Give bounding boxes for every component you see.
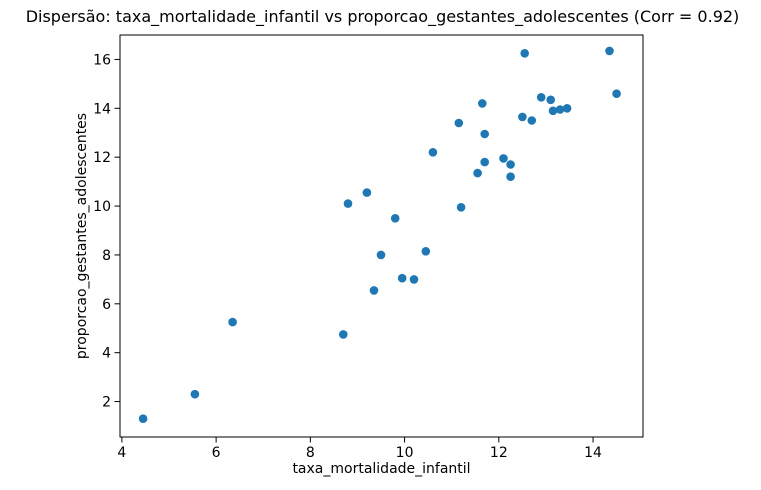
data-point: [548, 106, 558, 116]
data-point: [518, 112, 527, 122]
data-point: [343, 199, 353, 208]
x-tick-label: 6: [212, 445, 221, 461]
axes-box: [119, 34, 644, 438]
data-point: [138, 414, 148, 424]
data-point: [228, 317, 237, 327]
data-point: [612, 89, 621, 98]
data-point: [478, 99, 487, 108]
x-tick-label: 12: [490, 445, 508, 461]
y-tick-label: 2: [102, 395, 111, 411]
data-point: [480, 129, 490, 139]
data-point: [390, 214, 400, 223]
x-tick-label: 8: [306, 445, 315, 461]
data-point: [428, 148, 438, 157]
data-point: [480, 157, 490, 167]
data-point: [605, 46, 614, 56]
x-tick-label: 14: [584, 445, 602, 461]
data-point: [456, 203, 466, 212]
data-point: [562, 104, 572, 113]
data-point: [555, 105, 565, 114]
data-point: [536, 93, 546, 102]
data-point: [506, 172, 515, 181]
y-tick-label: 10: [93, 199, 111, 215]
y-tick-label: 14: [93, 101, 111, 117]
x-axis-label: taxa_mortalidade_infantil: [292, 461, 471, 477]
data-point: [339, 330, 348, 339]
x-tick-label: 10: [396, 445, 414, 461]
data-point: [454, 118, 464, 128]
y-tick-label: 4: [102, 346, 111, 362]
data-point: [409, 275, 419, 284]
data-point: [499, 154, 508, 163]
data-point: [190, 389, 200, 399]
y-tick-label: 12: [93, 150, 111, 166]
data-point: [376, 250, 386, 260]
data-point: [546, 95, 555, 105]
data-point: [397, 273, 407, 283]
data-point: [473, 168, 482, 178]
data-point: [369, 286, 379, 295]
x-tick-label: 4: [117, 445, 126, 461]
data-point: [506, 160, 515, 169]
data-point: [362, 188, 372, 197]
data-point: [520, 49, 529, 58]
y-tick-label: 8: [102, 248, 111, 264]
y-tick-label: 6: [102, 297, 111, 313]
data-point: [421, 247, 431, 256]
y-tick-label: 16: [93, 52, 111, 68]
data-point: [527, 116, 537, 125]
chart-title: Dispersão: taxa_mortalidade_infantil vs …: [25, 7, 740, 26]
